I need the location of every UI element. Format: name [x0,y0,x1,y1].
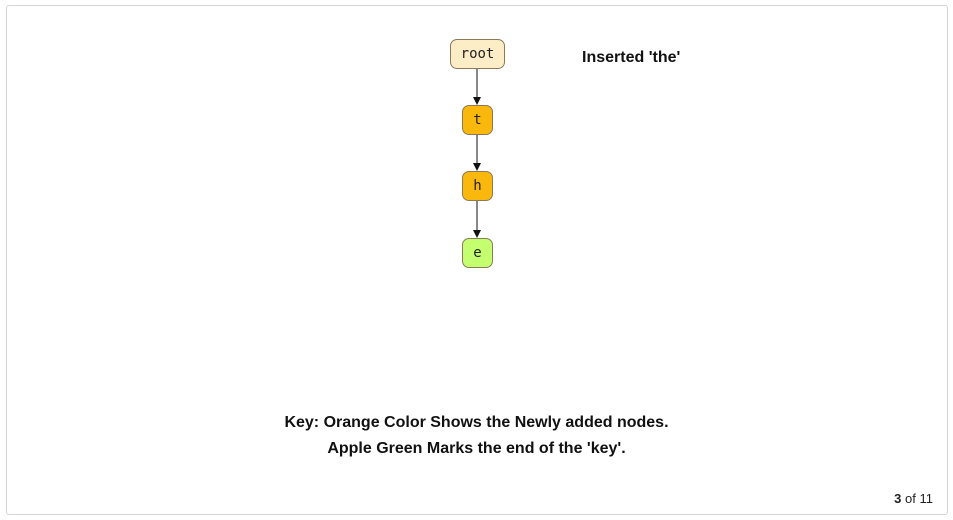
trie-node-e: e [462,238,493,268]
legend-line-green: Apple Green Marks the end of the 'key'. [327,440,626,457]
legend-line-orange: Key: Orange Color Shows the Newly added … [284,414,669,431]
slide-counter: 3 of 11 [894,491,933,506]
current-slide: 3 [894,491,902,506]
operation-status: Inserted 'the' [582,49,681,66]
total-slides: 11 [919,491,934,506]
slide-counter-separator: of [905,491,916,506]
trie-node-h: h [462,171,493,201]
trie-node-t: t [462,105,493,135]
trie-node-root: root [450,39,505,69]
